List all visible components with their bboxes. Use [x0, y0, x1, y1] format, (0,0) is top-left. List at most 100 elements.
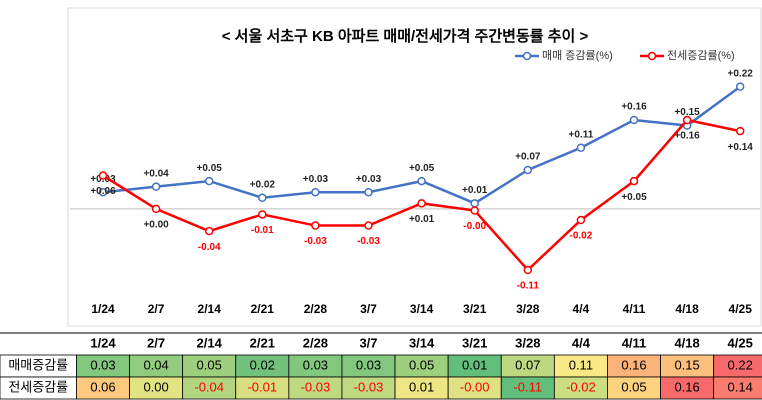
data-label: +0.11 — [569, 129, 594, 140]
point — [629, 115, 639, 125]
data-label: -0.11 — [517, 281, 540, 292]
data-label: +0.22 — [728, 68, 754, 79]
data-label: +0.05 — [197, 163, 223, 174]
x-tick-label: 4/11 — [623, 302, 646, 316]
data-label: -0.02 — [570, 231, 593, 242]
legend-label: 전세증감률(%) — [667, 49, 735, 62]
table-header: 2/21 — [250, 335, 275, 350]
x-tick-label: 1/24 — [91, 302, 115, 316]
x-tick-label: 4/25 — [729, 302, 753, 316]
legend-marker — [522, 51, 532, 61]
data-label: +0.14 — [728, 142, 754, 153]
table-value: 0.06 — [90, 379, 115, 394]
data-label: +0.16 — [621, 102, 647, 113]
table-value: 0.22 — [728, 357, 753, 372]
table-value: 0.00 — [143, 379, 168, 394]
table-value: 0.11 — [569, 357, 593, 372]
table-value: 0.01 — [409, 379, 434, 394]
table-value: 0.03 — [303, 357, 328, 372]
point — [470, 206, 479, 215]
table-header: 1/24 — [90, 335, 116, 350]
point — [258, 193, 267, 203]
table-value: 0.16 — [674, 379, 699, 394]
table-value: 0.05 — [409, 357, 434, 372]
table-value: -0.00 — [460, 379, 490, 394]
table-value: -0.03 — [354, 379, 384, 394]
table-header: 3/21 — [462, 335, 487, 350]
chart-title: < 서울 서초구 KB 아파트 매매/전세가격 주간변동률 추이 > — [222, 27, 589, 45]
point — [151, 182, 161, 191]
point — [98, 171, 108, 180]
table-header: 3/7 — [359, 335, 377, 350]
point — [470, 199, 479, 208]
table-value: 0.14 — [728, 379, 753, 394]
table-value: 0.07 — [515, 357, 540, 372]
point — [417, 176, 426, 186]
table-header: 3/28 — [515, 335, 540, 350]
table-header: 2/28 — [303, 335, 328, 350]
point — [523, 265, 533, 275]
point — [364, 221, 373, 230]
x-tick-label: 3/28 — [516, 302, 540, 316]
point — [682, 115, 692, 125]
table-value: 0.03 — [90, 357, 115, 372]
table-header: 2/7 — [147, 335, 165, 350]
data-label: -0.01 — [251, 225, 274, 236]
data-label: -0.03 — [304, 236, 327, 247]
data-label: -0.00 — [463, 221, 486, 232]
table-value: -0.01 — [247, 379, 277, 394]
point — [364, 187, 373, 197]
point — [204, 176, 214, 186]
x-tick-label: 2/21 — [251, 302, 275, 316]
legend-marker — [647, 51, 657, 61]
table-value: -0.02 — [566, 379, 596, 394]
table-value: 0.01 — [462, 357, 487, 372]
data-label: +0.07 — [515, 152, 541, 163]
x-tick-label: 3/7 — [360, 302, 377, 316]
point — [151, 204, 161, 214]
point — [576, 215, 586, 225]
point — [523, 165, 533, 175]
table-value: -0.03 — [301, 379, 331, 394]
point — [311, 221, 320, 230]
table-header: 4/4 — [572, 335, 591, 350]
data-label: +0.01 — [462, 185, 488, 196]
table-value: 0.05 — [621, 379, 646, 394]
table-value: 0.15 — [674, 357, 699, 372]
data-label: +0.02 — [250, 179, 276, 190]
x-tick-label: 4/4 — [573, 302, 590, 316]
point — [576, 143, 586, 153]
legend-label: 매매 증감률(%) — [542, 49, 613, 62]
table-header: 3/14 — [409, 335, 435, 350]
data-label: +0.01 — [409, 214, 435, 225]
data-label: +0.00 — [143, 220, 169, 231]
data-label: +0.06 — [90, 186, 116, 197]
point — [735, 126, 745, 136]
table-header: 4/25 — [728, 335, 753, 350]
x-tick-label: 4/18 — [675, 302, 699, 316]
data-label: +0.04 — [143, 168, 169, 179]
point — [417, 199, 426, 208]
point — [204, 226, 214, 236]
data-label: +0.03 — [303, 174, 329, 185]
table-header: 4/18 — [674, 335, 699, 350]
data-label: -0.03 — [357, 236, 380, 247]
data-label: +0.16 — [674, 131, 700, 142]
x-tick-label: 2/7 — [148, 302, 165, 316]
data-label: -0.04 — [198, 242, 221, 253]
table-value: 0.03 — [356, 357, 381, 372]
table-value: -0.11 — [513, 379, 542, 394]
table-value: 0.02 — [250, 357, 275, 372]
data-label: +0.05 — [409, 163, 435, 174]
table-value: 0.16 — [621, 357, 646, 372]
table-header: 4/11 — [622, 335, 647, 350]
point — [735, 82, 745, 91]
x-tick-label: 3/14 — [410, 302, 434, 316]
row-label: 전세증감률 — [8, 379, 68, 394]
data-label: +0.15 — [674, 107, 700, 118]
x-tick-label: 2/14 — [198, 302, 222, 316]
point — [98, 187, 108, 197]
table-value: 0.04 — [143, 357, 168, 372]
table-cell — [713, 376, 762, 400]
